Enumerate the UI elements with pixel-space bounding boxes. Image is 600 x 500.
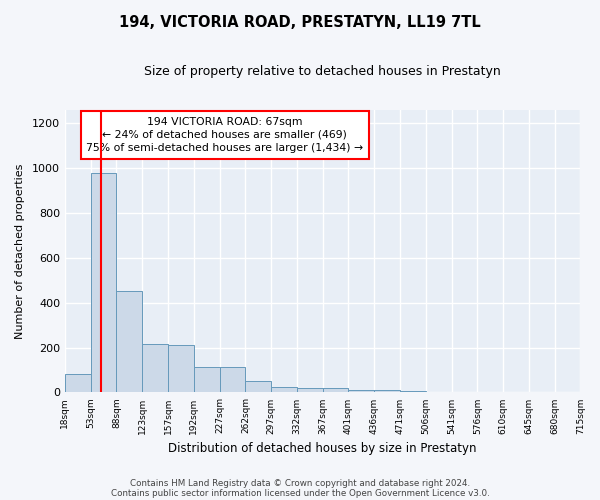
Text: 194, VICTORIA ROAD, PRESTATYN, LL19 7TL: 194, VICTORIA ROAD, PRESTATYN, LL19 7TL	[119, 15, 481, 30]
Y-axis label: Number of detached properties: Number of detached properties	[15, 164, 25, 339]
Bar	[65, 374, 91, 392]
Text: Contains HM Land Registry data © Crown copyright and database right 2024.: Contains HM Land Registry data © Crown c…	[130, 478, 470, 488]
Bar	[220, 366, 245, 392]
Text: 194 VICTORIA ROAD: 67sqm
← 24% of detached houses are smaller (469)
75% of semi-: 194 VICTORIA ROAD: 67sqm ← 24% of detach…	[86, 117, 364, 153]
Bar	[271, 387, 297, 392]
Bar	[194, 366, 220, 392]
Bar	[297, 388, 323, 392]
Bar	[323, 388, 349, 392]
Bar	[349, 390, 374, 392]
X-axis label: Distribution of detached houses by size in Prestatyn: Distribution of detached houses by size …	[169, 442, 477, 455]
Text: Contains public sector information licensed under the Open Government Licence v3: Contains public sector information licen…	[110, 488, 490, 498]
Bar	[91, 172, 116, 392]
Bar	[142, 344, 168, 393]
Title: Size of property relative to detached houses in Prestatyn: Size of property relative to detached ho…	[145, 65, 501, 78]
Bar	[168, 346, 194, 393]
Bar	[116, 292, 142, 392]
Bar	[374, 390, 400, 392]
Bar	[245, 381, 271, 392]
